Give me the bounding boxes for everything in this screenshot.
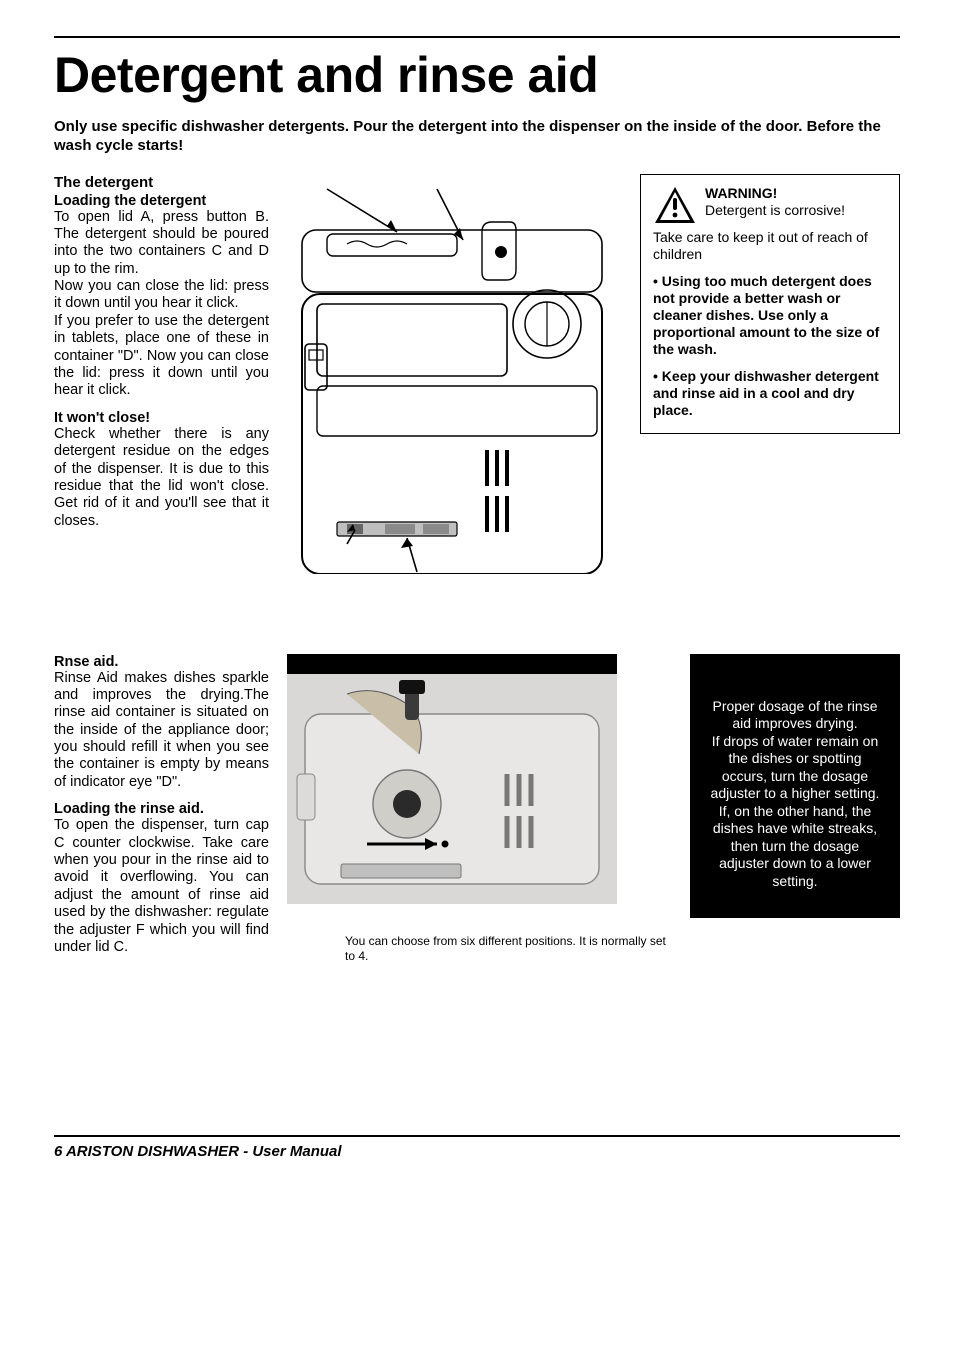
warning-line1: Detergent is corrosive! — [705, 202, 845, 218]
rinse-dispenser-photo — [287, 654, 617, 924]
warning-bullet-1: • Using too much detergent does not prov… — [653, 273, 879, 357]
warning-icon — [653, 185, 697, 225]
footer-text: 6 ARISTON DISHWASHER - User Manual — [54, 1143, 900, 1160]
warning-title-block: WARNING! Detergent is corrosive! — [705, 185, 845, 225]
rinse-note-topbar — [690, 654, 900, 674]
page: Detergent and rinse aid Only use specifi… — [0, 0, 954, 1188]
rinse-subheading: Loading the rinse aid. — [54, 801, 269, 817]
top-rule — [54, 36, 900, 38]
detergent-section: The detergent Loading the detergent To o… — [54, 174, 900, 574]
rinse-heading: Rnse aid. — [54, 654, 269, 670]
rinse-para1: Rinse Aid makes dishes sparkle and impro… — [54, 670, 269, 792]
footer-rule: 6 ARISTON DISHWASHER - User Manual — [54, 1135, 900, 1160]
intro-text: Only use specific dishwasher detergents.… — [54, 118, 900, 156]
warning-title: WARNING! — [705, 185, 777, 201]
detergent-para2: Now you can close the lid: press it down… — [54, 278, 269, 313]
wont-close-body: Check whether there is any detergent res… — [54, 426, 269, 530]
detergent-para3: If you prefer to use the detergent in ta… — [54, 313, 269, 400]
warning-bullet-2: • Keep your dishwasher detergent and rin… — [653, 368, 879, 418]
warning-box: WARNING! Detergent is corrosive! Take ca… — [640, 174, 900, 435]
warning-line2: Take care to keep it out of reach of chi… — [653, 229, 887, 263]
detergent-illustration-column — [287, 174, 622, 574]
warning-column: WARNING! Detergent is corrosive! Take ca… — [640, 174, 900, 574]
rinse-para2: To open the dispenser, turn cap C counte… — [54, 817, 269, 956]
rinse-section: Rnse aid. Rinse Aid makes dishes sparkle… — [54, 654, 900, 965]
rinse-note-text: Proper dosage of the rinse aid improves … — [711, 698, 880, 889]
detergent-subheading: Loading the detergent — [54, 193, 269, 209]
detergent-text-column: The detergent Loading the detergent To o… — [54, 174, 269, 574]
rinse-note-box: Proper dosage of the rinse aid improves … — [690, 674, 900, 919]
rinse-illustration-column: You can choose from six different positi… — [287, 654, 672, 965]
page-title: Detergent and rinse aid — [54, 46, 900, 104]
detergent-dispenser-illustration — [287, 174, 617, 574]
wont-close-heading: It won't close! — [54, 410, 269, 426]
rinse-text-column: Rnse aid. Rinse Aid makes dishes sparkle… — [54, 654, 269, 965]
rinse-note-column: Proper dosage of the rinse aid improves … — [690, 654, 900, 965]
rinse-caption: You can choose from six different positi… — [345, 934, 672, 965]
detergent-heading: The detergent — [54, 174, 269, 191]
detergent-para1: To open lid A, press button B. The deter… — [54, 209, 269, 279]
